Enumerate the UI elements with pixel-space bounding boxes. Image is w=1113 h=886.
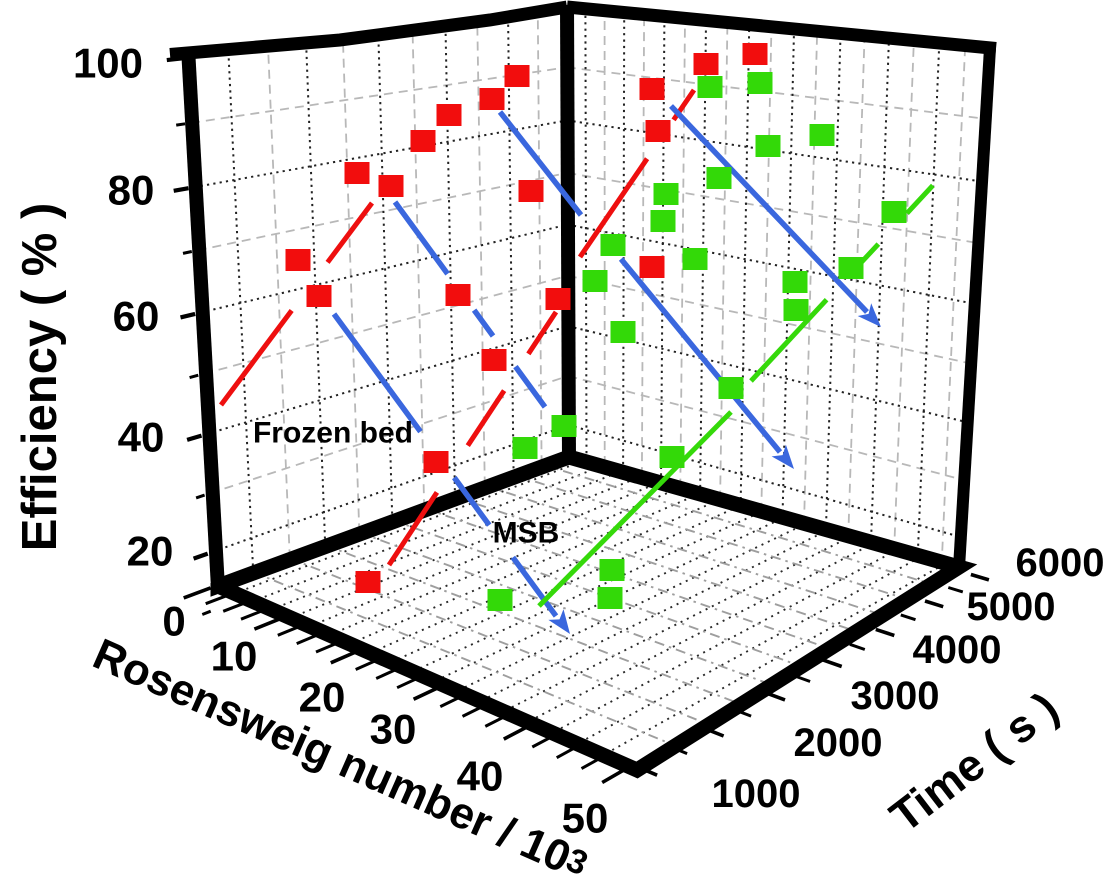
svg-text:5000: 5000 [967,585,1056,629]
svg-text:4000: 4000 [913,628,1002,672]
svg-text:10: 10 [211,633,258,680]
svg-text:Efficiency ( % ): Efficiency ( % ) [13,203,67,552]
svg-text:60: 60 [113,293,160,340]
svg-text:MSB: MSB [493,517,560,550]
svg-text:40: 40 [118,414,165,461]
svg-text:40: 40 [457,753,504,800]
svg-text:1000: 1000 [712,772,801,816]
svg-text:20: 20 [299,674,346,721]
svg-text:80: 80 [108,167,155,214]
svg-text:20: 20 [127,528,174,575]
svg-text:6000: 6000 [1016,541,1105,585]
svg-text:0: 0 [162,598,185,645]
svg-text:Frozen bed: Frozen bed [253,417,413,450]
svg-text:2000: 2000 [794,721,883,765]
svg-text:100: 100 [73,40,143,87]
svg-text:3000: 3000 [851,674,940,718]
svg-text:30: 30 [370,706,417,753]
svg-text:50: 50 [562,795,609,842]
